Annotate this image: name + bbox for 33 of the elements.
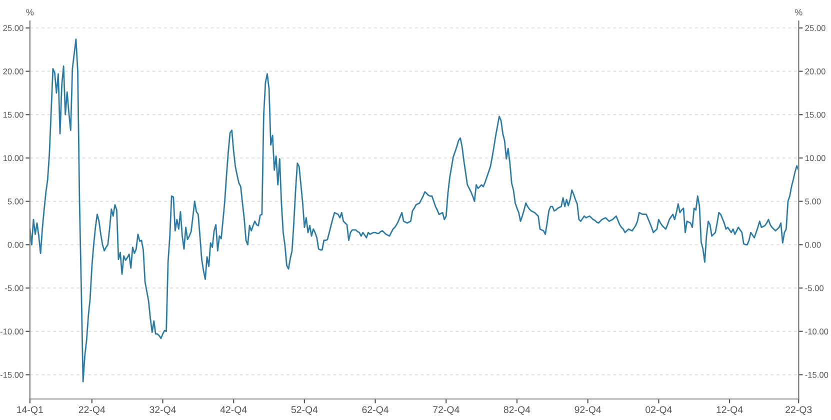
x-tick-label: 12-Q4 bbox=[716, 406, 743, 415]
y-tick-label: 5.00 bbox=[8, 198, 24, 204]
x-tick-label: 72-Q4 bbox=[433, 406, 460, 415]
y2-tick-label: -10.00 bbox=[805, 328, 828, 334]
x-tick-label: 14-Q1 bbox=[17, 406, 43, 415]
x-tick-label: 82-Q4 bbox=[504, 406, 530, 415]
y2-axis-title: % bbox=[794, 9, 802, 16]
x-tick-label: 22-Q4 bbox=[78, 406, 106, 415]
y2-tick-label: -5.00 bbox=[805, 285, 824, 292]
y-tick-label: 20.00 bbox=[3, 68, 24, 74]
y-tick-label: -5.00 bbox=[5, 285, 24, 292]
line-series bbox=[30, 38, 799, 382]
y-tick-label: 25.00 bbox=[3, 25, 24, 32]
y-axis-title: % bbox=[26, 9, 34, 16]
y2-tick-label: 10.00 bbox=[805, 155, 826, 162]
y2-tick-label: 5.00 bbox=[805, 198, 821, 204]
y2-tick-label: -15.00 bbox=[805, 372, 828, 378]
x-tick-label: 42-Q4 bbox=[220, 406, 247, 415]
x-tick-label: 32-Q4 bbox=[150, 406, 176, 415]
y-tick-label: 15.00 bbox=[3, 112, 24, 118]
x-tick-label: 62-Q4 bbox=[362, 406, 389, 415]
y-tick-label: 10.00 bbox=[3, 155, 24, 162]
y-tick-label: -10.00 bbox=[0, 328, 24, 334]
y2-tick-label: 20.00 bbox=[805, 68, 826, 74]
y-tick-label: 0.00 bbox=[8, 242, 24, 248]
x-tick-label: 92-Q4 bbox=[574, 406, 602, 415]
x-tick-label: 52-Q4 bbox=[291, 406, 318, 415]
y2-tick-label: 25.00 bbox=[805, 25, 826, 32]
y2-tick-label: 0.00 bbox=[805, 242, 821, 248]
x-tick-label: 02-Q4 bbox=[646, 406, 672, 415]
y2-tick-label: 15.00 bbox=[805, 112, 826, 118]
y-tick-label: -15.00 bbox=[0, 372, 24, 378]
x-tick-label: 22-Q3 bbox=[786, 406, 812, 415]
